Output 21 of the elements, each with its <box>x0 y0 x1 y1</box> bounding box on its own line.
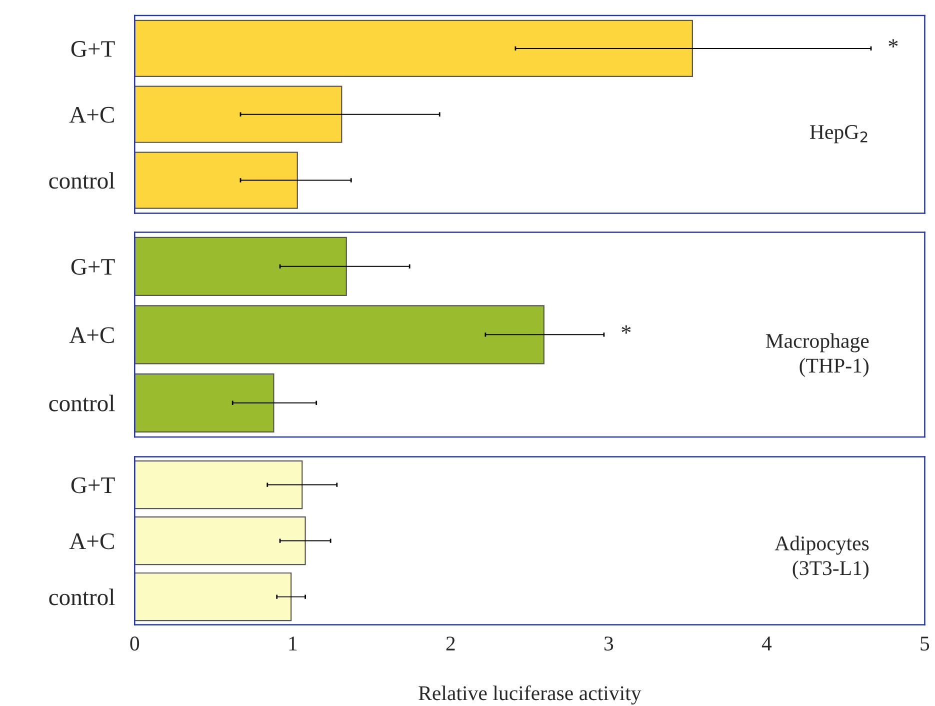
y-tick-label: G+T <box>71 258 115 275</box>
y-tick-label: A+C <box>69 327 114 344</box>
y-tick-label: control <box>49 588 115 606</box>
y-tick-label: G+T <box>71 477 115 494</box>
x-tick-label: 5 <box>920 636 930 651</box>
x-tick-label: 1 <box>289 636 297 650</box>
x-tick-label: 3 <box>604 636 614 651</box>
annotation: * <box>888 39 898 48</box>
annotation: * <box>622 325 631 334</box>
x-tick-label: 2 <box>446 636 455 650</box>
x-axis-title: Relative luciferase activity <box>418 685 642 705</box>
annotation: Adipocytes (3T3-L1) <box>774 536 869 580</box>
y-tick-label: G+T <box>71 41 115 57</box>
y-tick-label: control <box>49 394 115 412</box>
y-tick-label: A+C <box>69 106 114 123</box>
annotation: Macrophage (THP-1) <box>766 333 869 377</box>
y-tick-label: control <box>49 172 115 189</box>
y-tick-label: A+C <box>69 533 114 550</box>
x-tick-label: 4 <box>762 636 772 650</box>
x-tick-label: 0 <box>130 636 140 651</box>
annotation: HepG$_{2}$ <box>810 125 868 144</box>
